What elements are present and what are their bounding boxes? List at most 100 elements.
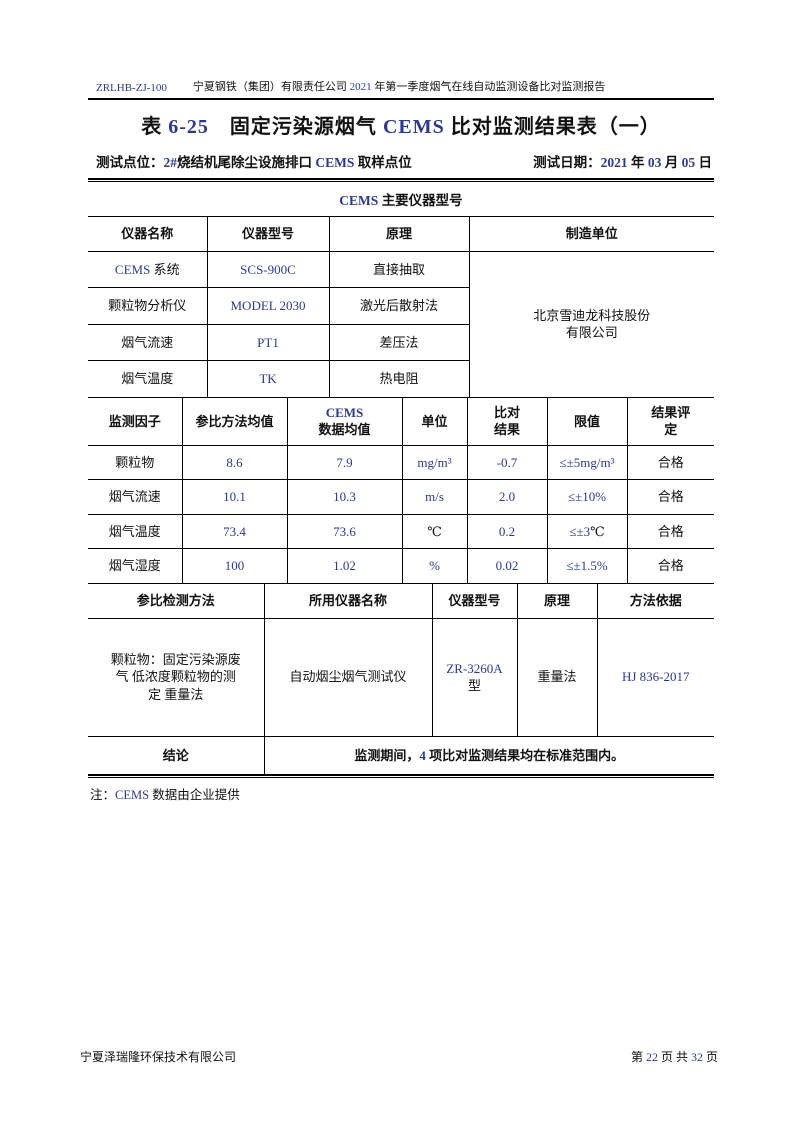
test-point: 测试点位：2#烧结机尾除尘设施排口 CEMS 取样点位 (96, 151, 412, 171)
instrument-used-cell: 自动烟尘烟气测试仪 (263, 617, 433, 737)
method-basis-cell: HJ 836-2017 (596, 617, 714, 737)
assessment-cell: 合格 (626, 513, 714, 550)
instrument-principle-cell: 差压法 (328, 323, 469, 362)
conclusion-label: 结论 (88, 736, 265, 775)
running-header-title: 宁夏钢铁（集团）有限责任公司 2021 年第一季度烟气在线自动监测设备比对监测报… (192, 81, 606, 93)
double-rule-top (88, 178, 714, 182)
unit-cell: % (401, 548, 468, 585)
instrument-name-cell: 烟气温度 (88, 360, 208, 398)
footer-company: 宁夏泽瑞隆环保技术有限公司 (80, 1050, 237, 1064)
page-content: ZRLHB-ZJ-100 宁夏钢铁（集团）有限责任公司 2021 年第一季度烟气… (88, 78, 714, 803)
manufacturer-cell: 北京雪迪龙科技股份 有限公司 (468, 250, 714, 398)
assessment-cell: 合格 (626, 479, 714, 515)
table-header-row: 参比检测方法 所用仪器名称 仪器型号 原理 方法依据 (88, 584, 714, 619)
method-table: 参比检测方法 所用仪器名称 仪器型号 原理 方法依据 颗粒物：固定污染源废 气 … (88, 584, 714, 737)
table-row: 颗粒物：固定污染源废 气 低浓度颗粒物的测 定 重量法 自动烟尘烟气测试仪 ZR… (88, 617, 714, 737)
table-row: 烟气流速 10.1 10.3 m/s 2.0 ≤±10% 合格 (88, 479, 714, 515)
instrument-model-cell: ZR-3260A 型 (431, 617, 518, 737)
column-header: CEMS 数据均值 (286, 397, 403, 446)
limit-cell: ≤±10% (546, 479, 628, 515)
column-header: 方法依据 (596, 584, 714, 619)
column-header: 原理 (328, 217, 470, 252)
table-row: CEMS 系统 SCS-900C 直接抽取 北京雪迪龙科技股份 有限公司 (88, 250, 714, 398)
unit-cell: mg/m³ (401, 444, 468, 481)
unit-cell: m/s (401, 479, 468, 515)
comparison-result-cell: 0.2 (466, 513, 548, 550)
test-date-value: 2021 年 03 月 05 日 (600, 155, 712, 170)
instruments-table: 仪器名称 仪器型号 原理 制造单位 CEMS 系统 SCS-900C 直接抽取 … (88, 217, 714, 398)
column-header: 限值 (546, 397, 628, 446)
instrument-model-cell: PT1 (206, 323, 330, 362)
column-header: 参比检测方法 (88, 584, 265, 619)
doc-code: ZRLHB-ZJ-100 (96, 82, 167, 94)
factor-cell: 烟气流速 (88, 479, 183, 515)
test-info-row: 测试点位：2#烧结机尾除尘设施排口 CEMS 取样点位 测试日期：2021 年 … (88, 145, 714, 178)
column-header: 所用仪器名称 (263, 584, 433, 619)
page-title: 表 6-25 固定污染源烟气 CEMS 比对监测结果表（一） (141, 116, 661, 138)
table-row: 烟气温度 TK 热电阻 (88, 360, 714, 398)
column-header: 仪器型号 (431, 584, 518, 619)
reference-mean-cell: 8.6 (181, 444, 288, 481)
factor-cell: 颗粒物 (88, 444, 183, 481)
test-date: 测试日期：2021 年 03 月 05 日 (533, 151, 712, 171)
table-row: 烟气湿度 100 1.02 % 0.02 ≤±1.5% 合格 (88, 548, 714, 585)
comparison-table: 监测因子 参比方法均值 CEMS 数据均值 单位 比对 结果 限值 结果评 定 … (88, 397, 714, 585)
instrument-principle-cell: 直接抽取 (328, 250, 470, 289)
unit-cell: ℃ (401, 513, 468, 550)
reference-mean-cell: 100 (181, 548, 288, 585)
running-header: ZRLHB-ZJ-100 宁夏钢铁（集团）有限责任公司 2021 年第一季度烟气… (88, 78, 714, 100)
table-header-row: 监测因子 参比方法均值 CEMS 数据均值 单位 比对 结果 限值 结果评 定 (88, 397, 714, 446)
test-point-value: 2#烧结机尾除尘设施排口 CEMS 取样点位 (163, 155, 412, 170)
instrument-model-cell: SCS-900C (206, 250, 330, 289)
limit-cell: ≤±3℃ (546, 513, 628, 550)
table-row: 烟气温度 73.4 73.6 ℃ 0.2 ≤±3℃ 合格 (88, 513, 714, 550)
assessment-cell: 合格 (626, 548, 714, 585)
instrument-principle-cell: 激光后散射法 (328, 287, 469, 325)
limit-cell: ≤±1.5% (546, 548, 628, 585)
principle-cell: 重量法 (516, 617, 598, 737)
footnote: 注：CEMS 数据由企业提供 (90, 788, 240, 803)
comparison-result-cell: 2.0 (466, 479, 548, 515)
column-header: 制造单位 (468, 217, 714, 252)
instrument-name-cell: CEMS 系统 (88, 250, 208, 289)
table-row: 颗粒物 8.6 7.9 mg/m³ -0.7 ≤±5mg/m³ 合格 (88, 444, 714, 481)
comparison-result-cell: 0.02 (466, 548, 548, 585)
factor-cell: 烟气湿度 (88, 548, 183, 585)
column-header: 仪器名称 (88, 217, 208, 252)
page-footer: 宁夏泽瑞隆环保技术有限公司 第 22 页 共 32 页 (80, 1048, 718, 1065)
column-header: 结果评 定 (626, 397, 714, 446)
footer-page-number: 第 22 页 共 32 页 (630, 1050, 718, 1064)
comparison-result-cell: -0.7 (466, 444, 548, 481)
column-header: 监测因子 (88, 397, 183, 446)
conclusion-text: 监测期间，4 项比对监测结果均在标准范围内。 (263, 736, 714, 775)
double-rule-bottom (88, 774, 714, 779)
reference-method-cell: 颗粒物：固定污染源废 气 低浓度颗粒物的测 定 重量法 (88, 617, 265, 737)
column-header: 比对 结果 (466, 397, 548, 446)
reference-mean-cell: 10.1 (181, 479, 288, 515)
instrument-name-cell: 颗粒物分析仪 (88, 287, 208, 325)
instrument-section-title: CEMS 主要仪器型号 (88, 182, 714, 217)
cems-mean-cell: 10.3 (286, 479, 403, 515)
conclusion-table: 结论 监测期间，4 项比对监测结果均在标准范围内。 (88, 736, 714, 775)
instrument-name-cell: 烟气流速 (88, 323, 208, 362)
table-header-row: 仪器名称 仪器型号 原理 制造单位 (88, 217, 714, 252)
instrument-model-cell: MODEL 2030 (206, 287, 330, 325)
reference-mean-cell: 73.4 (181, 513, 288, 550)
limit-cell: ≤±5mg/m³ (546, 444, 628, 481)
assessment-cell: 合格 (626, 444, 714, 481)
cems-mean-cell: 7.9 (286, 444, 403, 481)
test-date-label: 测试日期： (533, 155, 601, 170)
instrument-model-cell: TK (206, 360, 330, 398)
cems-mean-cell: 1.02 (286, 548, 403, 585)
column-header: 原理 (516, 584, 598, 619)
instrument-principle-cell: 热电阻 (328, 360, 469, 398)
column-header: 仪器型号 (206, 217, 330, 252)
factor-cell: 烟气温度 (88, 513, 183, 550)
cems-mean-cell: 73.6 (286, 513, 403, 550)
test-point-label: 测试点位： (96, 155, 164, 170)
table-row: 烟气流速 PT1 差压法 (88, 323, 714, 362)
column-header: 参比方法均值 (181, 397, 288, 446)
table-row: 颗粒物分析仪 MODEL 2030 激光后散射法 (88, 287, 714, 325)
column-header: 单位 (401, 397, 468, 446)
